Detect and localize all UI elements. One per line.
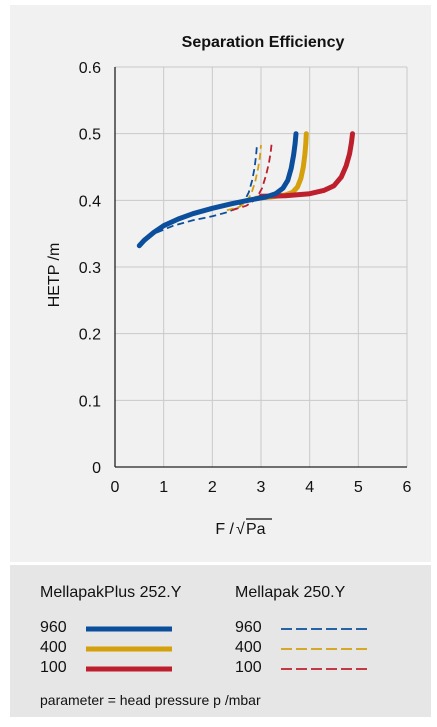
x-tick-label: 4 (305, 479, 314, 496)
series-lines (136, 131, 355, 249)
chart-title: Separation Efficiency (182, 34, 345, 51)
y-axis-label: HETP /m (46, 243, 63, 308)
legend-group-b-title: Mellapak 250.Y (235, 584, 346, 601)
grid (115, 66, 408, 467)
legend-swatch-solid (86, 666, 172, 672)
separation-efficiency-chart: Separation Efficiency 0 1 2 3 4 5 600.10.20.30… (46, 34, 412, 538)
series-line-plus-100 (258, 131, 355, 199)
y-tick-label: 0.4 (79, 193, 101, 210)
y-tick-label: 0 (92, 460, 101, 477)
x-tick-label: 3 (257, 479, 266, 496)
legend-item-label: 400 (40, 639, 67, 656)
series-line-plus-960 (136, 131, 299, 249)
legend-swatch-dashed (281, 648, 367, 650)
legend-swatch-dashed (281, 668, 367, 670)
x-axis-label-prefix: F / (215, 521, 234, 538)
x-tick-label: 5 (354, 479, 363, 496)
legend-swatch-solid (86, 646, 172, 652)
legend-note: parameter = head pressure p /mbar (40, 692, 261, 708)
x-tick-label: 1 (159, 479, 168, 496)
series-line-250-100 (231, 142, 273, 212)
legend-swatch-solid (86, 626, 172, 632)
legend-item-label: 100 (40, 659, 67, 676)
x-tick-label: 6 (403, 479, 412, 496)
y-tick-label: 0.3 (79, 260, 101, 277)
legend-item-label: 960 (40, 619, 67, 636)
x-axis-label-radicand: Pa (246, 521, 266, 538)
axes (114, 67, 407, 468)
y-tick-label: 0.2 (79, 327, 101, 344)
y-tick-label: 0.1 (79, 393, 101, 410)
y-tick-label: 0.5 (79, 127, 101, 144)
x-axis-label: F / √ Pa (215, 518, 272, 538)
legend-group-a-title: MellapakPlus 252.Y (40, 584, 182, 601)
x-tick-label: 0 (111, 479, 120, 496)
x-tick-label: 2 (208, 479, 217, 496)
series-line-250-400 (226, 144, 262, 212)
legend-item-label: 100 (235, 659, 262, 676)
y-tick-label: 0.6 (79, 60, 101, 77)
plot-panel: Separation Efficiency 0 1 2 3 4 5 6 0 0.1 0.2 0.3 0… (10, 5, 431, 562)
x-axis-label-root: √ (236, 521, 245, 538)
legend-panel: MellapakPlus 252.Y Mellapak 250.Y 960 40… (10, 565, 431, 717)
legend-item-label: 400 (235, 639, 262, 656)
tick-labels: 0 1 2 3 4 5 6 0 0.1 0.2 0.3 0.4 0.5 0.6 (79, 60, 412, 496)
legend-swatch-dashed (281, 628, 367, 630)
legend-item-label: 960 (235, 619, 262, 636)
